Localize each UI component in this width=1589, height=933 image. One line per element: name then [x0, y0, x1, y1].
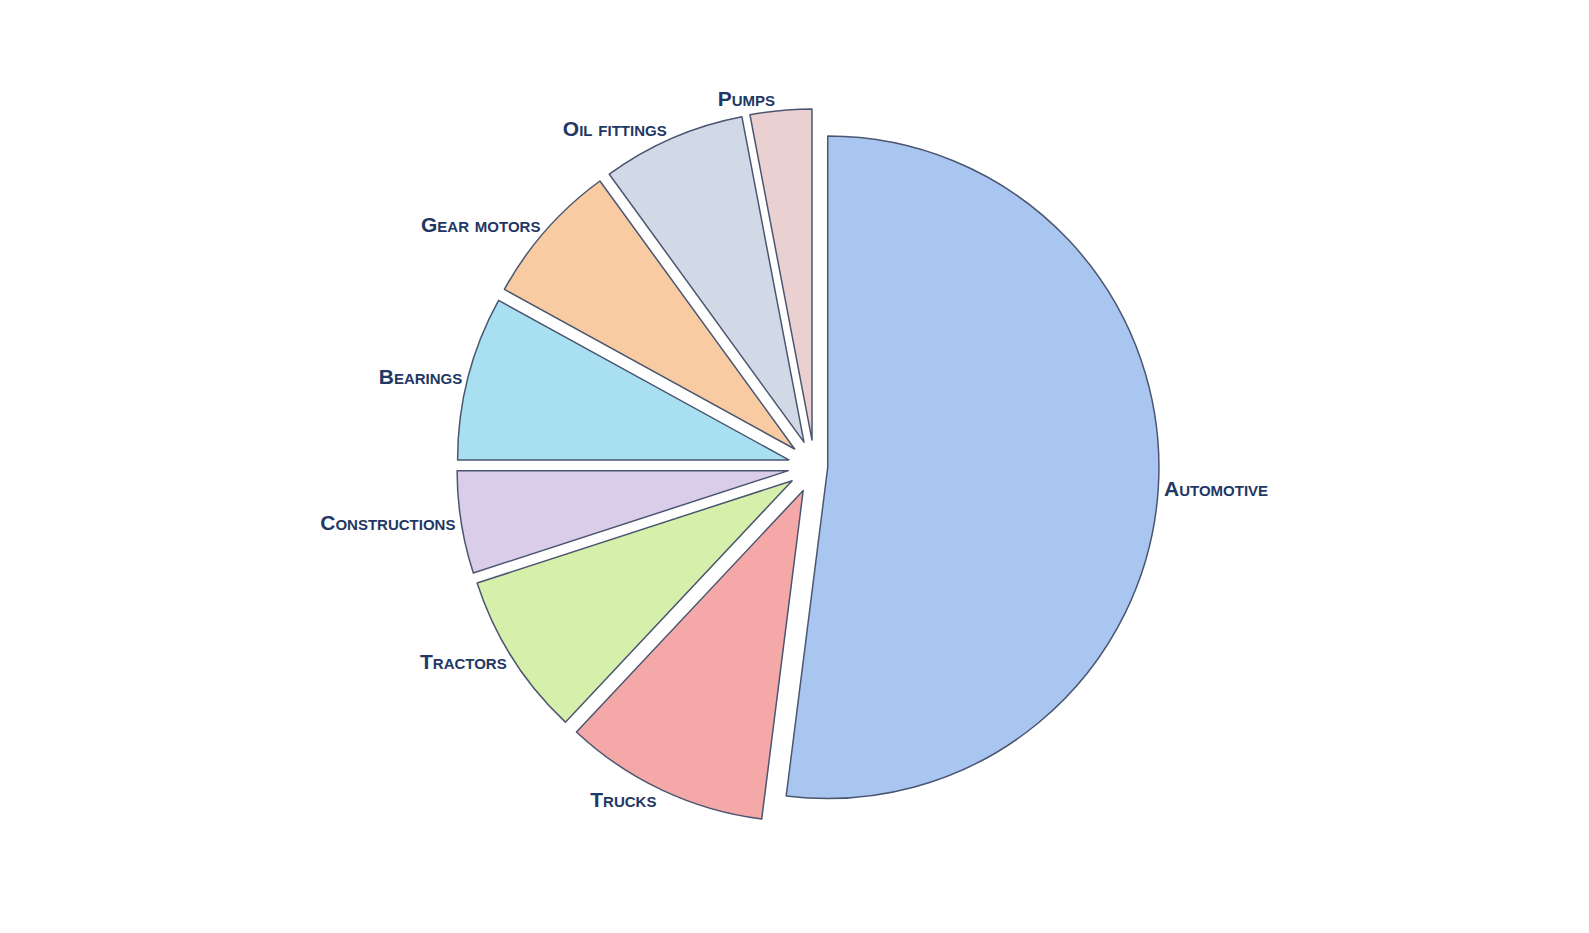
svg-text:Pumps: Pumps — [718, 87, 775, 110]
svg-text:Tractors: Tractors — [420, 650, 507, 673]
svg-text:Constructions: Constructions — [320, 511, 455, 534]
svg-text:Automotive: Automotive — [1164, 477, 1268, 500]
svg-text:Trucks: Trucks — [590, 788, 656, 811]
svg-text:Oil fittings: Oil fittings — [563, 117, 667, 140]
svg-text:Bearings: Bearings — [379, 365, 463, 388]
svg-text:Gear motors: Gear motors — [421, 213, 540, 236]
